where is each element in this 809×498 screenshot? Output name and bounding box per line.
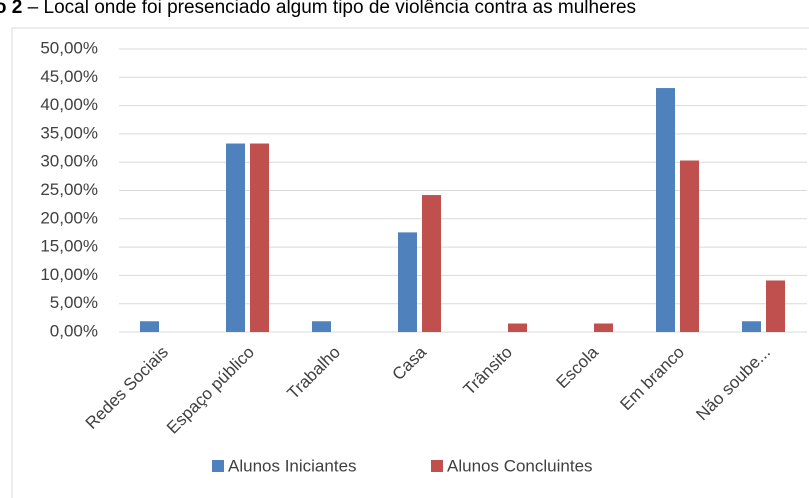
bar — [594, 323, 613, 332]
y-tick-label: 45,00% — [40, 67, 98, 86]
bar — [766, 280, 785, 332]
y-tick-label: 50,00% — [40, 38, 98, 57]
x-tick-label: Trabalho — [284, 343, 344, 403]
bar — [140, 321, 159, 332]
x-tick-label: Redes Sociais — [82, 343, 172, 433]
y-tick-label: 35,00% — [40, 123, 98, 142]
y-tick-label: 30,00% — [40, 152, 98, 171]
x-tick-label: Casa — [389, 342, 431, 384]
legend-label: Alunos Concluintes — [447, 456, 593, 475]
bar — [398, 232, 417, 332]
legend-label: Alunos Iniciantes — [228, 456, 357, 475]
y-tick-label: 0,00% — [50, 321, 98, 340]
legend-swatch — [431, 460, 443, 472]
y-tick-label: 20,00% — [40, 208, 98, 227]
y-tick-label: 25,00% — [40, 180, 98, 199]
bar — [250, 143, 269, 332]
x-tick-label: Escola — [552, 342, 602, 392]
legend-swatch — [212, 460, 224, 472]
bar — [656, 88, 675, 332]
y-tick-label: 40,00% — [40, 95, 98, 114]
chart-frame — [11, 27, 809, 498]
bar — [422, 195, 441, 332]
bar — [312, 321, 331, 332]
y-tick-label: 10,00% — [40, 265, 98, 284]
y-tick-label: 15,00% — [40, 237, 98, 256]
bar — [742, 321, 761, 332]
x-tick-label: Em branco — [616, 343, 688, 415]
x-tick-label: Trânsito — [460, 343, 516, 399]
y-tick-label: 5,00% — [50, 293, 98, 312]
x-tick-label: Espaço público — [163, 343, 258, 438]
bar — [226, 143, 245, 332]
bar — [680, 160, 699, 332]
x-tick-label: Não soube... — [692, 343, 774, 425]
chart-title: Gráfico 2 – Local onde foi presenciado a… — [0, 0, 636, 18]
title-text: – Local onde foi presenciado algum tipo … — [22, 0, 636, 18]
bar — [508, 323, 527, 332]
title-label: Gráfico 2 — [0, 0, 22, 18]
